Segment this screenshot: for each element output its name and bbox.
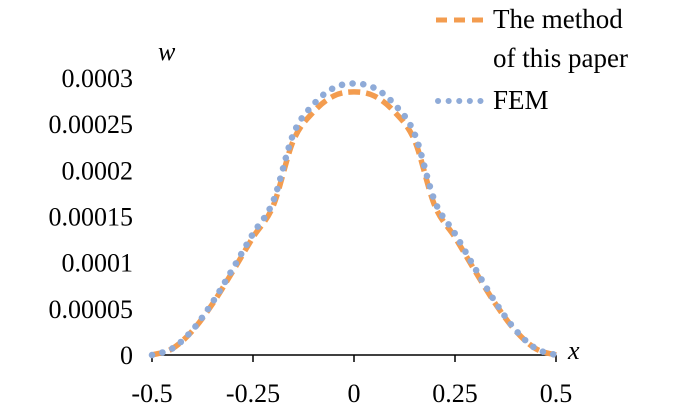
x-tick-label: 0.5: [540, 379, 573, 408]
y-tick-label: 0.00005: [49, 295, 134, 324]
y-tick-label: 0.0001: [62, 249, 134, 278]
axes: -0.5 -0.25 0 0.25 0.5 00.000050.00010.000150…: [49, 64, 573, 408]
legend: The method of this paper FEM: [435, 4, 628, 115]
y-tick-label: 0.00015: [49, 203, 134, 232]
y-tick-label: 0: [120, 341, 133, 370]
x-tick-label: 0: [348, 379, 361, 408]
legend-label-fem: FEM: [493, 85, 549, 115]
y-tick-label: 0.0002: [62, 156, 134, 185]
x-tick-label: 0.25: [432, 379, 478, 408]
x-ticks: -0.5 -0.25 0 0.25 0.5: [131, 355, 572, 408]
x-tick-label: -0.5: [131, 379, 172, 408]
y-tick-label: 0.0003: [62, 64, 134, 93]
series-line-method: [151, 89, 557, 358]
x-tick-label: -0.25: [226, 379, 280, 408]
legend-label-method-line-2: of this paper: [493, 43, 628, 73]
y-ticks: 0 0.00005 0.0001 0.00015 0.0002 0.00025 0.0003: [49, 64, 134, 370]
y-tick-label: 0.00025: [49, 110, 134, 139]
y-axis-title: w: [158, 37, 176, 66]
series-layer: [148, 80, 560, 359]
legend-label-method-line-1: The method: [493, 4, 623, 34]
series-line-fem: [148, 80, 560, 359]
x-axis-title: x: [567, 336, 580, 365]
